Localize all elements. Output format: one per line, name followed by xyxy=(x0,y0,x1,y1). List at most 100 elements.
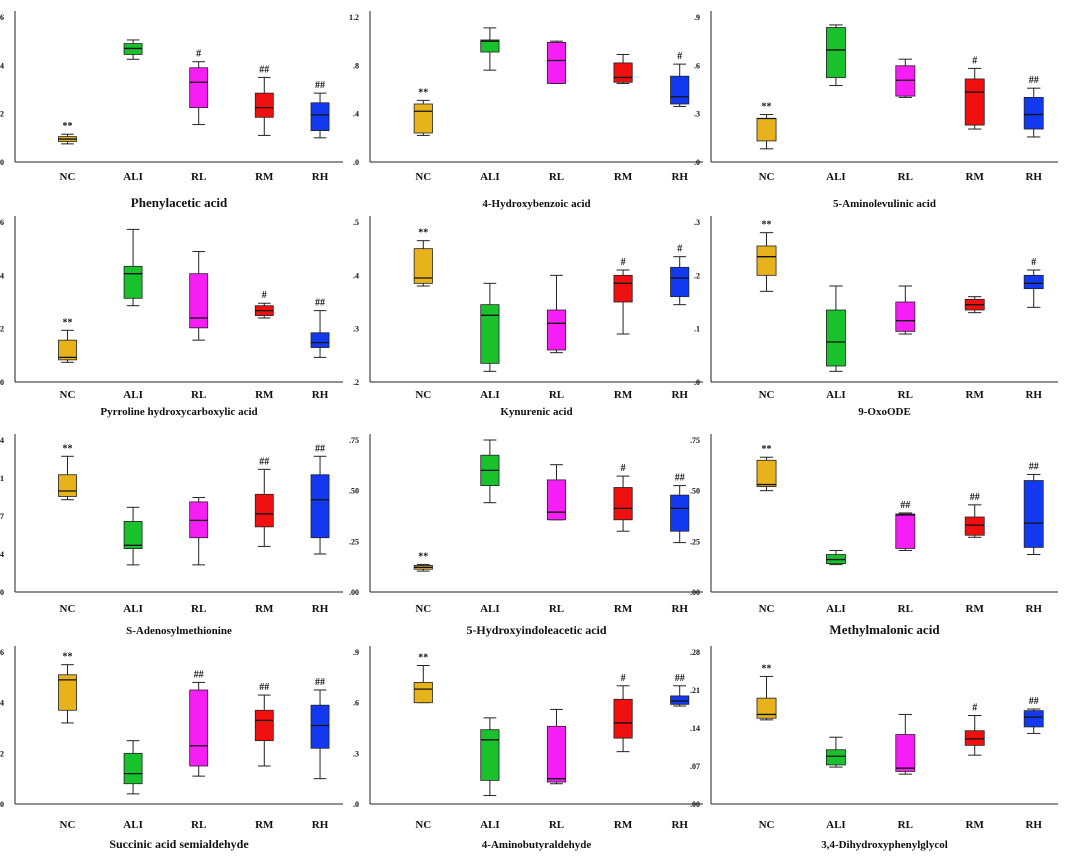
box-rh xyxy=(670,75,690,105)
significance-marker: ** xyxy=(62,443,72,454)
chart-title: 9-OxoODE xyxy=(858,406,911,418)
significance-marker: # xyxy=(677,51,682,62)
significance-marker: ## xyxy=(900,500,910,511)
y-tick-label: .00 xyxy=(349,588,359,597)
category-label: RL xyxy=(898,603,913,615)
category-label: ALI xyxy=(123,603,143,615)
y-tick-label: .3 xyxy=(353,325,359,334)
category-label: ALI xyxy=(480,603,500,615)
y-tick-label: 1.2 xyxy=(349,13,359,22)
category-label: NC xyxy=(415,603,431,615)
y-tick-label: .6 xyxy=(694,61,700,70)
box-rl xyxy=(189,67,209,109)
y-tick-label: .2 xyxy=(0,749,4,758)
category-label: RL xyxy=(191,603,206,615)
category-label: NC xyxy=(60,603,76,615)
chart-title: Succinic acid semialdehyde xyxy=(109,837,249,851)
y-tick-label: .4 xyxy=(0,61,4,70)
significance-marker: # xyxy=(262,290,267,301)
category-label: NC xyxy=(415,389,431,401)
significance-marker: ## xyxy=(315,80,325,91)
box-rm xyxy=(613,698,633,739)
y-tick-label: .0 xyxy=(694,378,700,387)
panel-7: .00 .04 .07 .11 .14 ** NC ALI RL ## RM ## RH S-Adenos… xyxy=(0,434,343,637)
significance-marker: ## xyxy=(259,682,269,693)
y-tick-label: .75 xyxy=(690,436,700,445)
box-rm xyxy=(613,487,633,521)
y-tick-label: .75 xyxy=(349,436,359,445)
y-tick-label: .0 xyxy=(353,800,359,809)
category-label: RM xyxy=(255,171,274,183)
box-rl xyxy=(895,734,916,772)
y-tick-label: .14 xyxy=(690,724,700,733)
significance-marker: # xyxy=(972,703,977,714)
category-label: NC xyxy=(60,389,76,401)
significance-marker: ## xyxy=(194,669,204,680)
box-rl xyxy=(546,309,567,351)
category-label: RL xyxy=(191,819,206,831)
category-label: ALI xyxy=(123,171,143,183)
significance-marker: ## xyxy=(315,677,325,688)
box-rh xyxy=(310,474,330,539)
chart-title: 5-Aminolevulinic acid xyxy=(833,198,936,210)
box-ali xyxy=(825,749,846,766)
category-label: NC xyxy=(759,171,775,183)
y-tick-label: .14 xyxy=(0,436,4,445)
significance-marker: ## xyxy=(675,673,685,684)
category-label: ALI xyxy=(826,819,846,831)
box-nc xyxy=(756,118,777,142)
y-tick-label: .0 xyxy=(0,158,4,167)
box-ali xyxy=(123,521,143,549)
panel-10: .0 .2 .4 .6 ** NC ALI ## RL ## RM ## RH Succinic acid… xyxy=(0,646,343,851)
significance-marker: # xyxy=(621,673,626,684)
category-label: RM xyxy=(614,603,633,615)
box-ali xyxy=(480,304,500,364)
category-label: NC xyxy=(60,171,76,183)
box-rh xyxy=(310,704,330,749)
y-tick-label: .2 xyxy=(0,325,4,334)
box-ali xyxy=(123,265,143,299)
box-rm xyxy=(964,78,985,126)
category-label: RL xyxy=(191,171,206,183)
chart-title: 3,4-Dihydroxyphenylglycol xyxy=(821,839,948,851)
y-tick-label: .8 xyxy=(353,61,359,70)
significance-marker: ** xyxy=(418,551,428,562)
box-rh xyxy=(1023,710,1044,728)
category-label: RH xyxy=(312,819,329,831)
box-rl xyxy=(546,725,567,783)
panel-6: .0 .1 .2 .3 ** NC ALI RL RM # RH 9-OxoODE xyxy=(694,216,1058,418)
category-label: RH xyxy=(1025,389,1042,401)
chart-title: Methylmalonic acid xyxy=(829,622,940,637)
y-tick-label: .4 xyxy=(353,110,359,119)
box-nc xyxy=(413,248,433,284)
category-label: ALI xyxy=(480,171,500,183)
y-tick-label: .2 xyxy=(0,110,4,119)
box-rm xyxy=(613,274,633,303)
y-tick-label: .21 xyxy=(690,686,700,695)
chart-title: 4-Aminobutyraldehyde xyxy=(482,839,592,851)
category-label: NC xyxy=(759,603,775,615)
panel-3: .0 .3 .6 .9 ** NC ALI RL # RM ## RH 5-Aminolevulinic… xyxy=(694,11,1058,210)
chart-title: Kynurenic acid xyxy=(500,406,572,418)
box-nc xyxy=(756,697,777,719)
box-rm xyxy=(964,730,985,746)
box-rh xyxy=(1023,480,1044,548)
chart-title: 5-Hydroxyindoleacetic acid xyxy=(466,623,606,637)
y-tick-label: .0 xyxy=(0,378,4,387)
category-label: RM xyxy=(614,819,633,831)
category-label: RL xyxy=(549,603,564,615)
y-tick-label: .11 xyxy=(0,474,4,483)
panel-12: .00 .07 .14 .21 .28 ** NC ALI RL # RM ## RH 3,4-Dihyd… xyxy=(690,646,1058,851)
significance-marker: # xyxy=(621,463,626,474)
y-tick-label: .25 xyxy=(690,537,700,546)
category-label: RH xyxy=(1025,171,1042,183)
category-label: RM xyxy=(966,171,985,183)
category-label: RH xyxy=(671,603,688,615)
chart-title: 4-Hydroxybenzoic acid xyxy=(482,198,590,210)
category-label: RM xyxy=(614,389,633,401)
box-nc xyxy=(58,339,77,361)
category-label: RL xyxy=(549,389,564,401)
y-tick-label: .1 xyxy=(694,325,700,334)
panel-8: .00 .25 .50 .75 ** NC ALI RL # RM ## RH 5-Hydroxyind… xyxy=(349,434,703,637)
